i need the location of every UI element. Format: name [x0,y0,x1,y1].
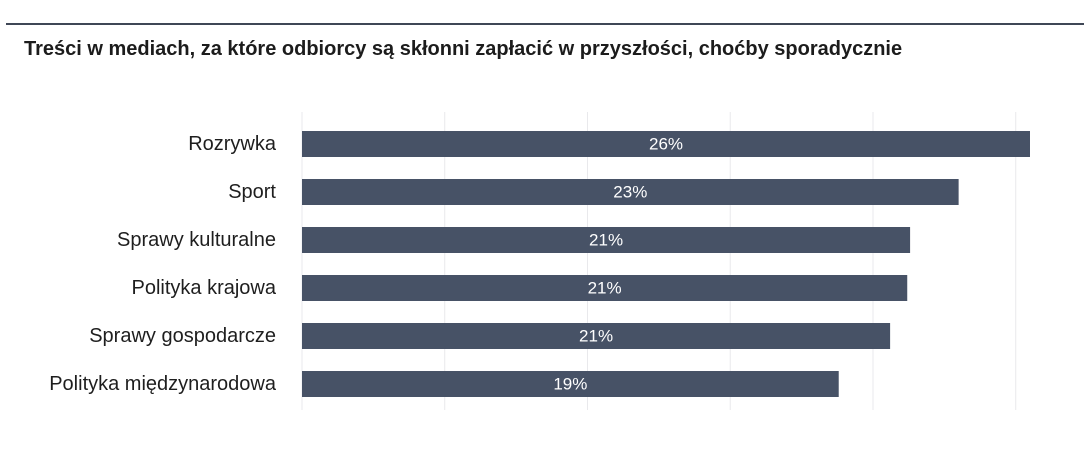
bar [302,227,911,253]
bar [302,179,959,205]
grid-lines [301,112,1017,410]
chart-title: Treści w mediach, za które odbiorcy są s… [24,38,903,60]
value-label: 19% [553,375,587,394]
value-label: 21% [588,279,622,298]
top-divider [6,23,1084,25]
category-label: Polityka międzynarodowa [49,373,277,395]
category-label: Sprawy gospodarcze [89,325,276,347]
value-label: 23% [613,183,647,202]
bar [302,371,839,397]
value-label: 21% [589,231,623,250]
value-labels: 26% 23% 21% 21% 21% 19% [553,135,683,394]
value-label: 21% [579,327,613,346]
category-label: Polityka krajowa [131,277,276,299]
bar [302,275,908,301]
bar [302,131,1030,157]
bar [302,323,891,349]
category-label: Sport [228,181,276,203]
value-label: 26% [649,135,683,154]
category-label: Sprawy kulturalne [117,229,276,251]
category-label: Rozrywka [188,133,277,155]
category-labels: Rozrywka Sport Sprawy kulturalne Polityka k… [49,133,277,395]
bars [302,131,1030,397]
